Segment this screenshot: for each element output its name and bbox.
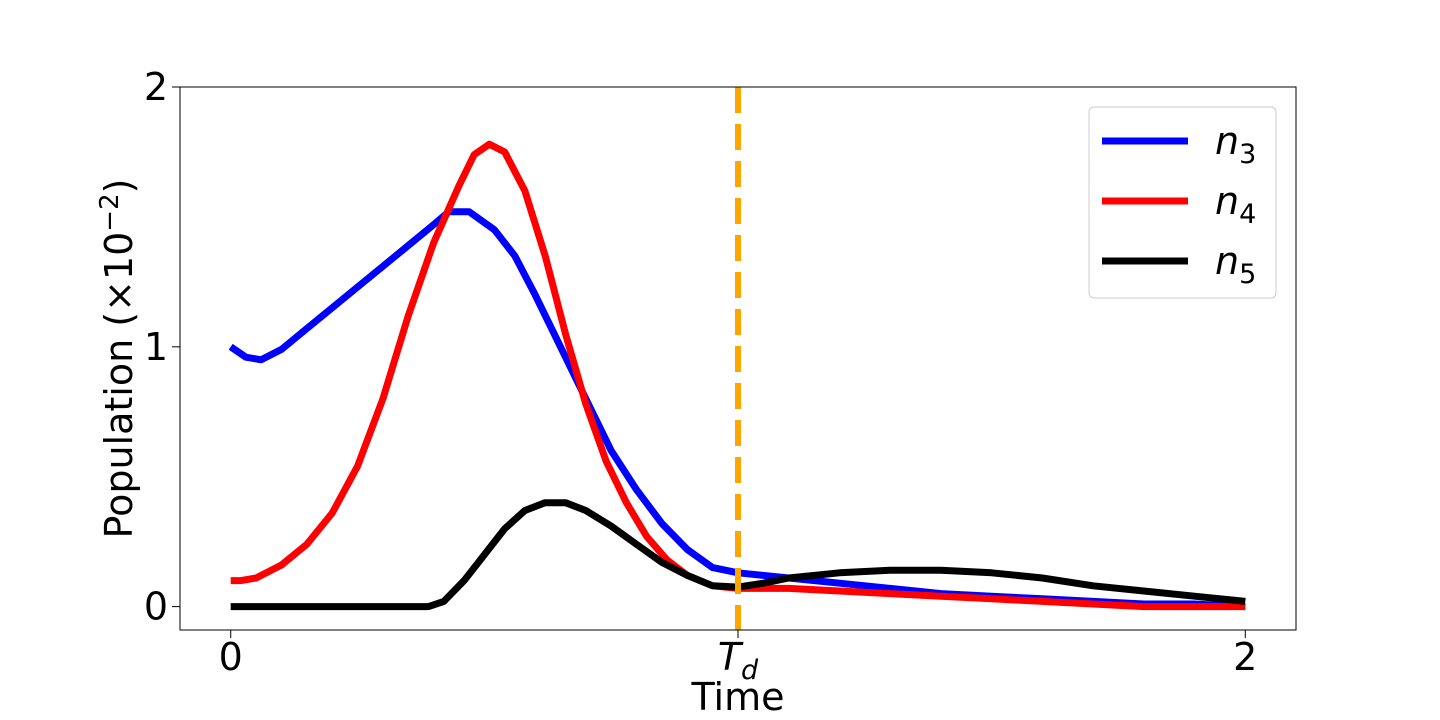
y-axis-label-main: Population (×10 <box>97 232 141 539</box>
legend-label-main: n <box>1215 179 1239 223</box>
y-tick-label: 2 <box>144 65 168 109</box>
legend-label: n3 <box>1215 119 1256 170</box>
y-tick-label: 0 <box>144 585 168 629</box>
legend-label-subscript: 5 <box>1239 259 1256 290</box>
y-axis-label-close: ) <box>97 179 141 194</box>
x-tick-label: 2 <box>1233 635 1257 679</box>
series-line-n5 <box>230 499 1246 611</box>
series-layer <box>228 140 1246 611</box>
x-tick-label: 0 <box>219 635 243 679</box>
legend-label-subscript: 4 <box>1239 199 1256 230</box>
legend-label: n5 <box>1215 239 1256 290</box>
series-line-n4 <box>230 140 1246 611</box>
legend-entry-n5: n5 <box>1102 239 1256 290</box>
legend-label-subscript: 3 <box>1239 139 1256 170</box>
x-axis-label: Time <box>691 675 785 719</box>
y-axis-label: Population (×10−2) <box>95 179 141 539</box>
legend-label-main: n <box>1215 119 1239 163</box>
legend-entry-n3: n3 <box>1102 119 1256 170</box>
legend-entry-n4: n4 <box>1102 179 1256 230</box>
y-axis-label-exponent: −2 <box>95 193 125 231</box>
x-tick-label: Td <box>718 635 759 686</box>
x-tick-label-main: T <box>718 635 744 679</box>
x-tick-label-subscript: d <box>741 655 759 686</box>
y-tick-label: 1 <box>144 325 168 369</box>
legend-label-main: n <box>1215 239 1239 283</box>
ticks-layer: 0 Td 2 0 1 2 <box>144 65 1258 686</box>
legend-label: n4 <box>1215 179 1256 230</box>
